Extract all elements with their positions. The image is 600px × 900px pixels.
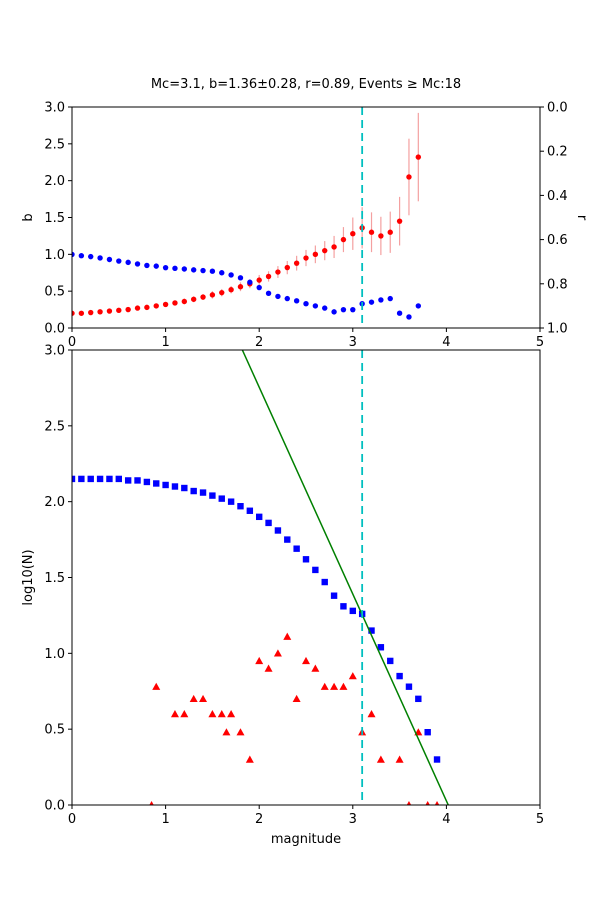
svg-text:0.0: 0.0 <box>44 799 65 814</box>
svg-text:3.0: 3.0 <box>44 101 65 116</box>
r-value-vs-mc <box>72 251 422 320</box>
svg-text:1.5: 1.5 <box>44 571 65 586</box>
svg-text:5: 5 <box>536 812 544 827</box>
svg-text:log10(N): log10(N) <box>21 549 36 605</box>
svg-text:0.6: 0.6 <box>547 233 568 248</box>
svg-text:0: 0 <box>68 812 76 827</box>
gutenberg-richter-fit-line <box>241 350 449 805</box>
svg-text:0.0: 0.0 <box>44 322 65 337</box>
b-r-vs-cutoff-magnitude-axes: 0 1 2 3 4 5 0.0 0.5 1.0 1.5 2.0 2.5 3.0 0.0 0.2 0.4 0.6 0… <box>21 101 589 351</box>
figure-title: Mc=3.1, b=1.36±0.28, r=0.89, Events ≥ Mc… <box>150 77 462 92</box>
svg-text:2: 2 <box>255 335 263 350</box>
svg-text:2.0: 2.0 <box>44 495 65 510</box>
svg-text:3: 3 <box>349 812 357 827</box>
svg-text:4: 4 <box>442 335 450 350</box>
svg-text:1: 1 <box>161 812 169 827</box>
svg-text:0.5: 0.5 <box>44 723 65 738</box>
svg-text:0.5: 0.5 <box>44 285 65 300</box>
svg-text:2.0: 2.0 <box>44 174 65 189</box>
svg-text:0.4: 0.4 <box>547 189 568 204</box>
svg-text:b: b <box>21 213 36 221</box>
svg-text:2: 2 <box>255 812 263 827</box>
svg-text:5: 5 <box>536 335 544 350</box>
svg-text:r: r <box>574 215 589 221</box>
b-value-vs-mc <box>72 112 422 316</box>
svg-text:0.2: 0.2 <box>547 145 568 160</box>
svg-text:3: 3 <box>349 335 357 350</box>
frequency-magnitude-distribution-axes: 0 1 2 3 4 5 0.0 0.5 1.0 1.5 2.0 2.5 3.0 log10(N) magni… <box>21 344 544 848</box>
svg-text:1.5: 1.5 <box>44 211 65 226</box>
svg-text:3.0: 3.0 <box>44 344 65 359</box>
svg-text:magnitude: magnitude <box>271 832 341 847</box>
svg-text:1.0: 1.0 <box>44 647 65 662</box>
svg-text:1: 1 <box>161 335 169 350</box>
svg-text:0: 0 <box>68 335 76 350</box>
svg-text:2.5: 2.5 <box>44 137 65 152</box>
svg-text:2.5: 2.5 <box>44 419 65 434</box>
svg-text:4: 4 <box>442 812 450 827</box>
svg-text:0.8: 0.8 <box>547 277 568 292</box>
svg-text:0.0: 0.0 <box>547 101 568 116</box>
svg-text:1.0: 1.0 <box>547 322 568 337</box>
svg-text:1.0: 1.0 <box>44 248 65 263</box>
cumulative-counts <box>72 475 441 763</box>
binned-counts <box>149 632 440 805</box>
